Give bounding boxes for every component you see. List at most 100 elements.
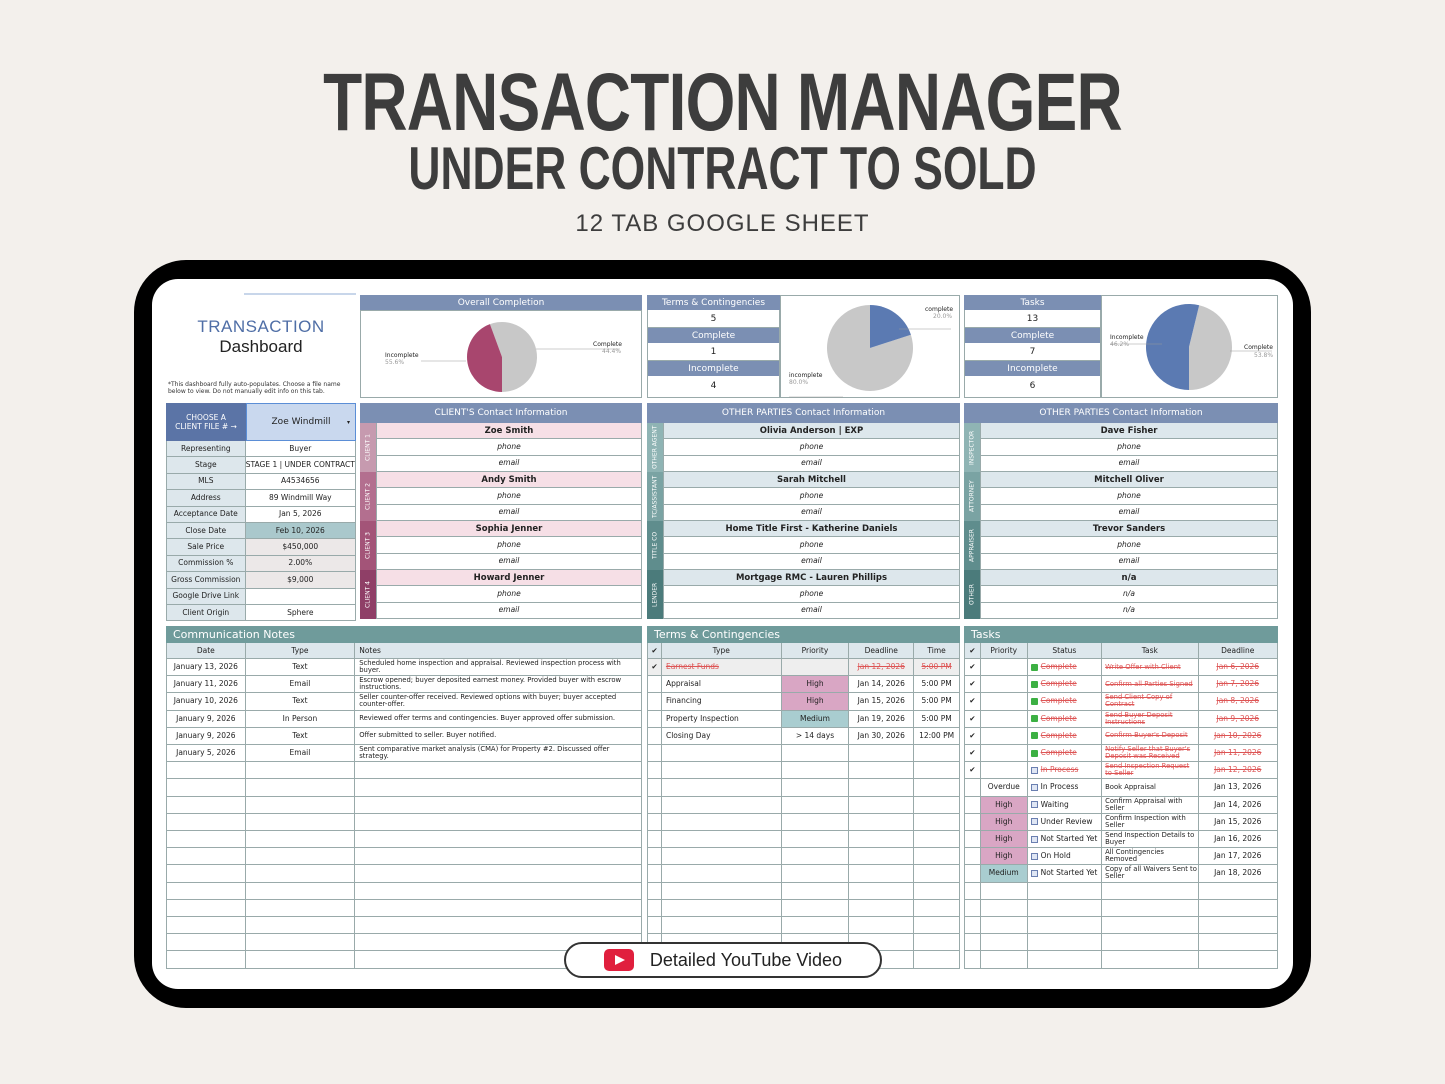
note-text[interactable]: Sent comparative market analysis (CMA) f… (359, 745, 610, 761)
task-status[interactable]: Waiting (1028, 796, 1103, 813)
note-text[interactable]: Reviewed offer terms and contingencies. … (359, 714, 616, 723)
contact-phone[interactable]: n/a (1123, 588, 1135, 598)
task-status[interactable]: Not Started Yet (1028, 831, 1103, 848)
contact-email[interactable]: email (1118, 556, 1140, 566)
contact-phone[interactable]: phone (497, 539, 521, 549)
contact-email[interactable]: email (801, 507, 822, 517)
task-status[interactable]: On Hold (1028, 848, 1103, 865)
client-file-dropdown[interactable]: Zoe Windmill ▾ (246, 403, 356, 441)
task-checkbox[interactable] (965, 831, 981, 848)
terms-checkbox[interactable] (648, 710, 662, 727)
terms-checkbox[interactable] (648, 848, 662, 865)
contact-email[interactable]: email (1118, 458, 1140, 468)
contact-email[interactable]: n/a (1123, 605, 1135, 615)
terms-checkbox[interactable] (648, 917, 662, 934)
terms-checkbox[interactable] (648, 762, 662, 779)
task-checkbox[interactable]: ✔ (965, 676, 981, 693)
contact-email[interactable]: email (801, 458, 822, 468)
task-checkbox[interactable] (965, 796, 981, 813)
task-checkbox[interactable]: ✔ (965, 745, 981, 762)
contact-email-row: email (376, 602, 642, 619)
terms-deadline: Jan 12, 2026 (849, 659, 915, 676)
terms-time (914, 883, 959, 899)
note-text[interactable]: Seller counter-offer received. Reviewed … (359, 693, 617, 709)
table-row: ✔ Complete Notify Seller that Buyer's Depo… (964, 745, 1278, 763)
task-name: Copy of all Waivers Sent to Seller (1102, 865, 1199, 882)
contact-phone[interactable]: phone (497, 588, 521, 598)
contact-phone[interactable]: phone (497, 490, 521, 500)
task-status[interactable]: In Process (1028, 762, 1103, 779)
task-status[interactable]: Complete (1028, 659, 1103, 676)
task-checkbox[interactable]: ✔ (965, 727, 981, 744)
contact-phone[interactable]: phone (799, 490, 824, 500)
tasks-summary-stats: 13 Complete 7 Incomplete 6 (964, 310, 1101, 398)
task-checkbox[interactable] (965, 917, 981, 934)
task-checkbox[interactable]: ✔ (965, 710, 981, 727)
terms-checkbox[interactable] (648, 745, 662, 762)
task-priority (981, 693, 1028, 710)
youtube-video-button[interactable]: Detailed YouTube Video (564, 942, 882, 978)
task-status[interactable]: Complete (1028, 727, 1103, 744)
terms-checkbox[interactable] (648, 899, 662, 916)
contact-email[interactable]: email (498, 507, 520, 517)
terms-checkbox[interactable] (648, 779, 662, 796)
contact-email[interactable]: email (1118, 507, 1140, 517)
note-text[interactable]: Scheduled home inspection and appraisal.… (359, 659, 621, 675)
terms-type (662, 779, 782, 796)
task-checkbox[interactable]: ✔ (965, 762, 981, 779)
terms-checkbox[interactable] (648, 676, 662, 693)
table-row: ✔ Complete Write Offer with Client Jan 6, 2… (964, 659, 1278, 677)
task-checkbox[interactable] (965, 848, 981, 865)
task-checkbox[interactable] (965, 813, 981, 830)
task-checkbox[interactable]: ✔ (965, 693, 981, 710)
contact-email[interactable]: email (801, 605, 822, 615)
contact-phone[interactable]: phone (1117, 490, 1141, 500)
task-deadline: Jan 18, 2026 (1214, 868, 1262, 878)
task-deadline: Jan 10, 2026 (1214, 730, 1262, 740)
terms-checkbox[interactable] (648, 796, 662, 813)
task-checkbox[interactable] (965, 899, 981, 916)
terms-type (662, 865, 782, 882)
terms-checkbox[interactable] (648, 693, 662, 710)
task-status[interactable]: Complete (1028, 710, 1103, 727)
terms-checkbox[interactable] (648, 813, 662, 830)
task-checkbox[interactable] (965, 951, 981, 968)
terms-time (914, 745, 959, 761)
contact-email[interactable]: email (498, 458, 520, 468)
task-status[interactable]: Complete (1028, 676, 1103, 693)
contact-email[interactable]: email (498, 556, 520, 566)
task-checkbox[interactable] (965, 882, 981, 899)
detail-label: Google Drive Link (167, 588, 246, 604)
contact-email[interactable]: email (801, 556, 822, 566)
contact-phone[interactable]: phone (799, 539, 824, 549)
contact-phone-row: phone (376, 586, 642, 603)
contact-group-side-label: INSPECTOR (964, 423, 980, 472)
note-text[interactable]: Offer submitted to seller. Buyer notifie… (359, 731, 497, 740)
table-row (166, 762, 642, 780)
task-checkbox[interactable]: ✔ (965, 659, 981, 676)
contact-phone[interactable]: phone (799, 588, 824, 598)
task-checkbox[interactable] (965, 934, 981, 951)
contact-phone[interactable]: phone (799, 441, 824, 451)
detail-value[interactable] (246, 589, 355, 604)
contact-email[interactable]: email (498, 605, 520, 615)
note-date (167, 934, 246, 951)
contact-phone[interactable]: phone (497, 441, 521, 451)
contact-phone[interactable]: phone (1117, 539, 1141, 549)
terms-checkbox[interactable] (648, 865, 662, 882)
task-status[interactable]: Complete (1028, 745, 1103, 762)
terms-total: 5 (648, 310, 779, 328)
tasks-chart-complete-label: Complete (1244, 344, 1273, 351)
task-status[interactable]: Not Started Yet (1028, 865, 1103, 882)
task-status[interactable]: In Process (1028, 779, 1103, 796)
terms-checkbox[interactable] (648, 831, 662, 848)
task-checkbox[interactable] (965, 779, 981, 796)
note-text[interactable]: Escrow opened; buyer deposited earnest m… (359, 676, 622, 692)
terms-checkbox[interactable] (648, 882, 662, 899)
task-status[interactable]: Under Review (1028, 813, 1103, 830)
terms-checkbox[interactable]: ✔ (648, 659, 662, 676)
task-status[interactable]: Complete (1028, 693, 1103, 710)
terms-checkbox[interactable] (648, 727, 662, 744)
task-checkbox[interactable] (965, 865, 981, 882)
contact-phone[interactable]: phone (1117, 441, 1141, 451)
